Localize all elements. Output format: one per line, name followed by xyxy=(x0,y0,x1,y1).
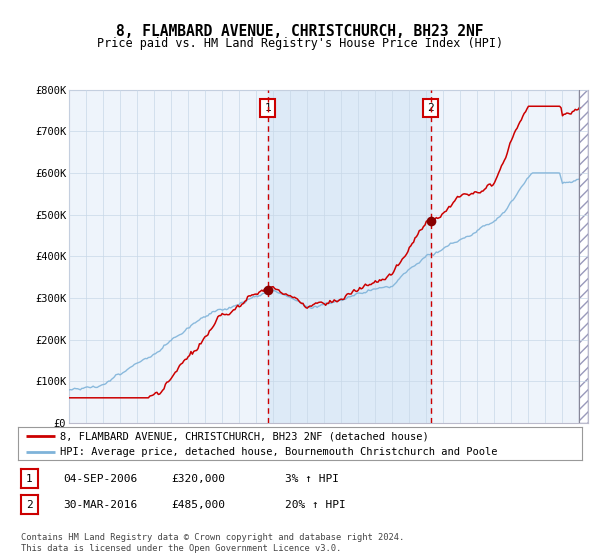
Text: Contains HM Land Registry data © Crown copyright and database right 2024.
This d: Contains HM Land Registry data © Crown c… xyxy=(21,533,404,553)
Text: 30-MAR-2016: 30-MAR-2016 xyxy=(63,500,137,510)
Text: Price paid vs. HM Land Registry's House Price Index (HPI): Price paid vs. HM Land Registry's House … xyxy=(97,37,503,50)
Text: 1: 1 xyxy=(264,103,271,113)
Bar xyxy=(580,90,588,423)
Text: 3% ↑ HPI: 3% ↑ HPI xyxy=(285,474,339,484)
Text: 8, FLAMBARD AVENUE, CHRISTCHURCH, BH23 2NF: 8, FLAMBARD AVENUE, CHRISTCHURCH, BH23 2… xyxy=(116,24,484,39)
Text: 2: 2 xyxy=(427,103,434,113)
Text: 1: 1 xyxy=(26,474,33,484)
Bar xyxy=(268,90,431,423)
Text: £485,000: £485,000 xyxy=(171,500,225,510)
Text: £320,000: £320,000 xyxy=(171,474,225,484)
Text: 8, FLAMBARD AVENUE, CHRISTCHURCH, BH23 2NF (detached house): 8, FLAMBARD AVENUE, CHRISTCHURCH, BH23 2… xyxy=(60,431,429,441)
Text: 04-SEP-2006: 04-SEP-2006 xyxy=(63,474,137,484)
Text: 20% ↑ HPI: 20% ↑ HPI xyxy=(285,500,346,510)
Bar xyxy=(580,90,588,423)
Text: HPI: Average price, detached house, Bournemouth Christchurch and Poole: HPI: Average price, detached house, Bour… xyxy=(60,447,498,457)
Text: 2: 2 xyxy=(26,500,33,510)
